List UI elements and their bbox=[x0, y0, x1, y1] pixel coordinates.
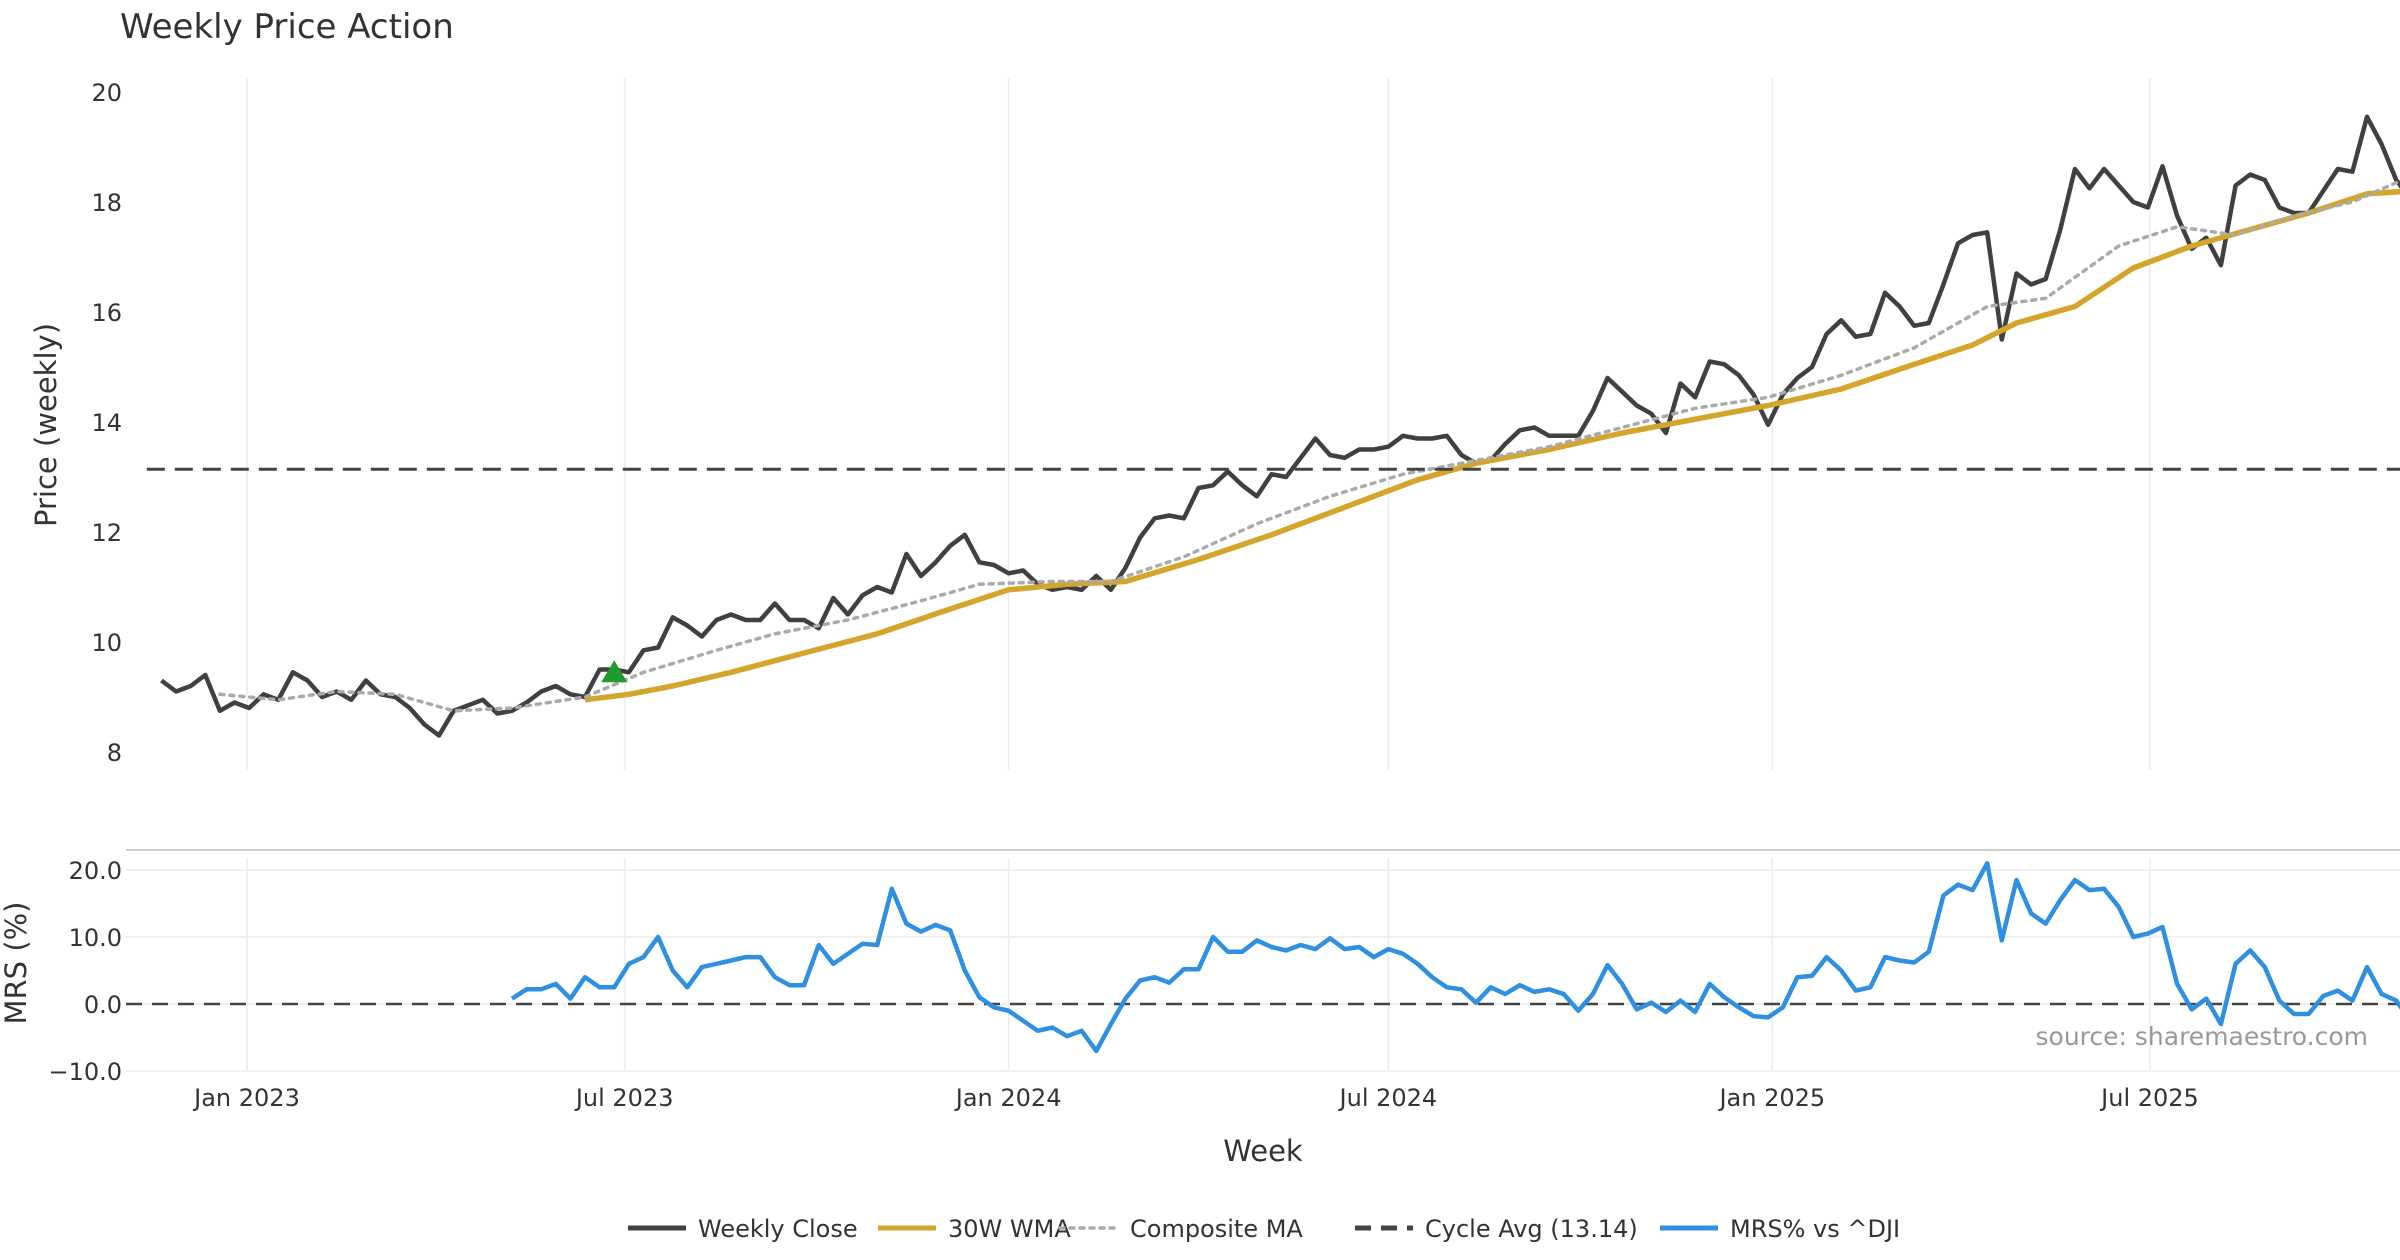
buy-signal-marker bbox=[601, 660, 628, 683]
mrs-y-tick-label: −10.0 bbox=[48, 1058, 122, 1086]
mrs-line bbox=[510, 861, 2400, 1054]
x-tick-label: Jan 2025 bbox=[1717, 1084, 1825, 1112]
x-tick-label: Jul 2023 bbox=[574, 1084, 674, 1112]
legend-label: Composite MA bbox=[1130, 1215, 1303, 1243]
legend-label: Weekly Close bbox=[698, 1215, 858, 1243]
x-tick-label: Jul 2024 bbox=[1338, 1084, 1438, 1112]
legend-label: 30W WMA bbox=[948, 1215, 1071, 1243]
x-tick-label: Jul 2025 bbox=[2099, 1084, 2199, 1112]
mrs-grid bbox=[126, 858, 2400, 1072]
legend-item: Weekly Close bbox=[628, 1215, 858, 1243]
x-tick-label: Jan 2024 bbox=[954, 1084, 1062, 1112]
price-y-tick-label: 16 bbox=[91, 299, 122, 327]
price-y-tick-label: 14 bbox=[91, 409, 122, 437]
mrs-y-axis-label: MRS (%) bbox=[0, 902, 33, 1025]
mrs-y-tick-label: 0.0 bbox=[84, 991, 122, 1019]
price-y-ticks: 8 10 12 14 16 18 20 bbox=[91, 79, 122, 767]
legend-item: MRS% vs ^DJI bbox=[1660, 1215, 1900, 1243]
price-y-tick-label: 18 bbox=[91, 189, 122, 217]
price-y-tick-label: 12 bbox=[91, 519, 122, 547]
price-y-tick-label: 8 bbox=[107, 739, 122, 767]
30w-wma-line bbox=[584, 188, 2400, 703]
mrs-series bbox=[126, 861, 2400, 1054]
x-axis-ticks: Jan 2023 Jul 2023 Jan 2024 Jul 2024 Jan 2025… bbox=[192, 1084, 2199, 1112]
price-grid bbox=[246, 78, 2151, 770]
mrs-y-ticks: 20.0 10.0 0.0 −10.0 bbox=[48, 857, 122, 1086]
price-y-axis-label: Price (weekly) bbox=[29, 323, 63, 527]
x-tick-label: Jan 2023 bbox=[192, 1084, 300, 1112]
weekly-close-line bbox=[160, 114, 2400, 738]
price-series bbox=[146, 114, 2400, 738]
legend: Weekly Close 30W WMA Composite MA Cycle Avg… bbox=[628, 1215, 1900, 1243]
price-y-tick-label: 10 bbox=[91, 629, 122, 657]
legend-item: Composite MA bbox=[1058, 1215, 1303, 1243]
source-note: source: sharemaestro.com bbox=[2036, 1022, 2369, 1051]
chart-title: Weekly Price Action bbox=[120, 7, 454, 47]
legend-item: Cycle Avg (13.14) bbox=[1355, 1215, 1638, 1243]
price-panel: 8 10 12 14 16 18 20 Price (weekly) bbox=[29, 78, 2400, 770]
composite-ma-line bbox=[218, 180, 2400, 713]
mrs-y-tick-label: 10.0 bbox=[69, 924, 122, 952]
x-axis-label: Week bbox=[1223, 1134, 1303, 1168]
mrs-panel: 20.0 10.0 0.0 −10.0 MRS (%) source: sharema… bbox=[0, 857, 2400, 1086]
legend-item: 30W WMA bbox=[878, 1215, 1071, 1243]
mrs-y-tick-label: 20.0 bbox=[69, 857, 122, 885]
legend-label: Cycle Avg (13.14) bbox=[1425, 1215, 1638, 1243]
price-y-tick-label: 20 bbox=[91, 79, 122, 107]
legend-label: MRS% vs ^DJI bbox=[1730, 1215, 1900, 1243]
